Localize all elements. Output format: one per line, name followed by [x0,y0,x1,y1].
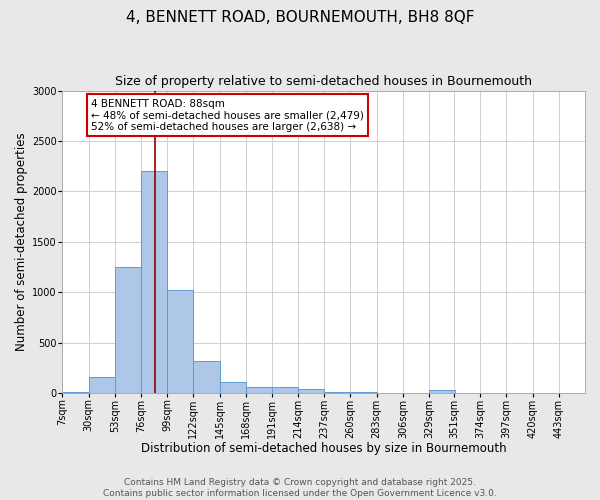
Text: 4, BENNETT ROAD, BOURNEMOUTH, BH8 8QF: 4, BENNETT ROAD, BOURNEMOUTH, BH8 8QF [126,10,474,25]
Title: Size of property relative to semi-detached houses in Bournemouth: Size of property relative to semi-detach… [115,75,532,88]
Bar [141,171,167,393]
Bar [325,392,350,393]
Y-axis label: Number of semi-detached properties: Number of semi-detached properties [15,132,28,351]
Bar [193,361,220,393]
Bar [350,392,377,393]
Text: 4 BENNETT ROAD: 88sqm
← 48% of semi-detached houses are smaller (2,479)
52% of s: 4 BENNETT ROAD: 88sqm ← 48% of semi-deta… [91,98,364,132]
Bar [429,390,455,393]
Bar [246,387,272,393]
X-axis label: Distribution of semi-detached houses by size in Bournemouth: Distribution of semi-detached houses by … [141,442,506,455]
Bar [62,392,89,393]
Bar [89,378,115,393]
Bar [167,290,193,393]
Bar [220,382,246,393]
Bar [298,390,325,393]
Text: Contains HM Land Registry data © Crown copyright and database right 2025.
Contai: Contains HM Land Registry data © Crown c… [103,478,497,498]
Bar [115,267,141,393]
Bar [272,388,298,393]
